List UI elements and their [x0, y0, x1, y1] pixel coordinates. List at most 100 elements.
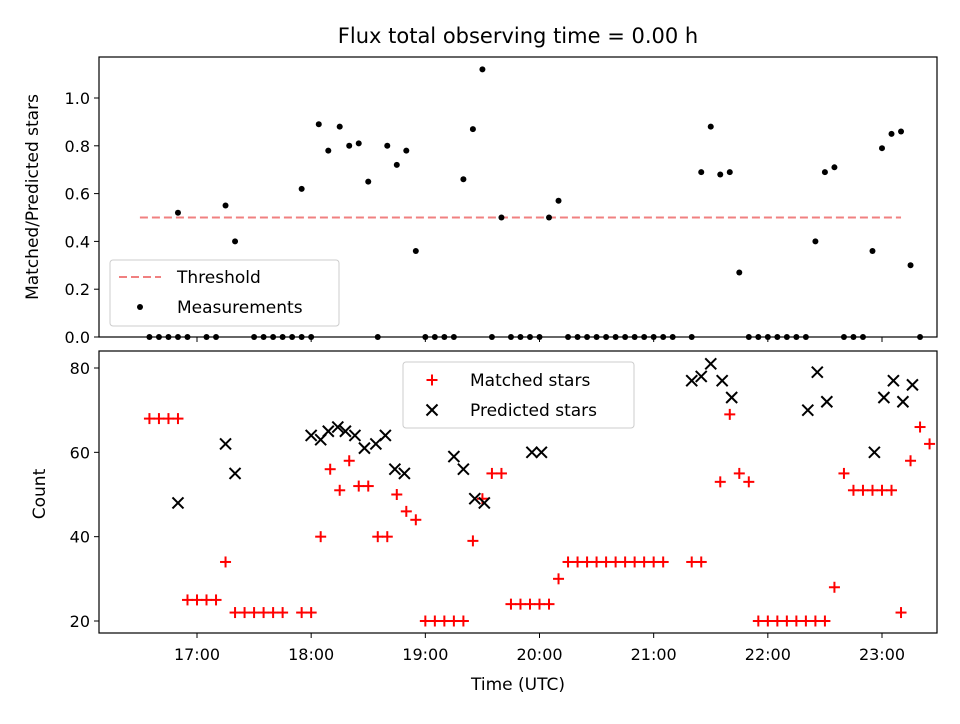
measurement-point: [488, 334, 495, 340]
measurement-point: [526, 334, 533, 340]
top-y-axis-label: Matched/Predicted stars: [23, 94, 43, 300]
matched-point: [296, 607, 308, 619]
matched-point: [495, 467, 507, 479]
legend-matched-swatch: [426, 374, 438, 386]
measurement-point: [736, 269, 743, 276]
measurement-point: [279, 334, 286, 340]
matched-point: [229, 607, 241, 619]
predicted-point: [906, 378, 919, 392]
matched-point: [467, 535, 479, 547]
measurement-point: [840, 334, 847, 340]
matched-point: [457, 615, 469, 627]
bottom-axes-frame: [98, 350, 938, 634]
matched-point: [752, 615, 764, 627]
matched-point: [714, 476, 726, 488]
matched-point: [172, 413, 184, 425]
measurement-point: [565, 334, 572, 340]
top-y-tick-label: 0.6: [65, 185, 90, 204]
predicted-point: [457, 462, 470, 476]
measurement-point: [869, 247, 876, 254]
measurement-point: [222, 202, 229, 209]
predicted-point: [801, 403, 814, 417]
matched-point: [514, 598, 526, 610]
measurement-point: [336, 123, 343, 130]
measurement-point: [315, 121, 322, 128]
measurement-point: [783, 334, 790, 340]
predicted-point: [228, 467, 242, 480]
matched-point: [857, 484, 869, 496]
predicted-point: [171, 496, 185, 510]
measurement-point: [412, 247, 419, 254]
bottom-y-tick-label: 80: [70, 359, 90, 378]
matched-point: [400, 505, 412, 517]
measurement-point: [298, 334, 305, 340]
matched-point: [800, 615, 812, 627]
measurement-point: [441, 334, 448, 340]
matched-point: [828, 581, 840, 593]
x-tick-label: 23:00: [859, 645, 905, 664]
measurement-point: [251, 334, 258, 340]
measurement-point: [450, 334, 457, 340]
matched-point: [448, 615, 460, 627]
matched-point: [553, 573, 565, 585]
measurement-point: [821, 169, 828, 176]
matched-point: [581, 556, 593, 568]
matched-point: [648, 556, 660, 568]
chart-title: Flux total observing time = 0.00 h: [338, 24, 698, 48]
matched-point: [600, 556, 612, 568]
matched-point: [191, 594, 203, 606]
measurement-point: [460, 176, 467, 183]
bottom-legend-box: [402, 361, 635, 429]
measurement-point: [517, 334, 524, 340]
measurement-point: [793, 334, 800, 340]
matched-point: [762, 615, 774, 627]
measurement-point: [165, 334, 172, 340]
predicted-point: [478, 496, 491, 510]
x-tick-label: 20:00: [516, 645, 562, 664]
predicted-point: [887, 374, 900, 387]
measurement-point: [555, 197, 562, 204]
measurement-point: [622, 334, 629, 340]
predicted-point: [525, 446, 539, 459]
measurement-point: [174, 209, 181, 216]
measurement-point: [422, 334, 429, 340]
measurement-point: [802, 334, 809, 340]
top-y-tick-label: 0.2: [65, 280, 90, 299]
predicted-point: [704, 357, 717, 370]
measurement-point: [346, 142, 353, 149]
matched-point: [809, 615, 821, 627]
predicted-point: [398, 467, 411, 480]
matched-point: [391, 489, 403, 500]
measurement-point: [688, 334, 695, 340]
bottom-y-tick-label: 20: [70, 612, 90, 631]
matched-point: [895, 607, 907, 619]
measurement-point: [745, 334, 752, 340]
predicted-point: [379, 429, 392, 442]
legend-threshold-label: Threshold: [176, 268, 261, 288]
measurement-point: [593, 334, 600, 340]
matched-point: [733, 467, 745, 479]
matched-point: [438, 615, 450, 627]
matched-point: [819, 615, 831, 627]
matched-point: [619, 556, 631, 568]
matched-point: [362, 480, 374, 492]
legend-predicted-label: Predicted stars: [470, 401, 597, 421]
predicted-point: [468, 492, 482, 505]
matched-point: [410, 514, 422, 526]
matched-point: [724, 408, 736, 420]
matched-point: [743, 476, 755, 488]
legend-matched-label: Matched stars: [470, 371, 590, 391]
matched-point: [790, 615, 802, 627]
matched-point: [591, 556, 603, 568]
measurement-point: [631, 334, 638, 340]
measurement-point: [669, 334, 676, 340]
predicted-point: [715, 374, 729, 387]
predicted-point: [820, 395, 834, 408]
predicted-point: [348, 429, 362, 442]
predicted-point: [447, 450, 461, 463]
matched-point: [629, 556, 641, 568]
matched-point: [372, 531, 384, 543]
x-tick-label: 21:00: [631, 645, 677, 664]
predicted-point: [219, 437, 232, 451]
